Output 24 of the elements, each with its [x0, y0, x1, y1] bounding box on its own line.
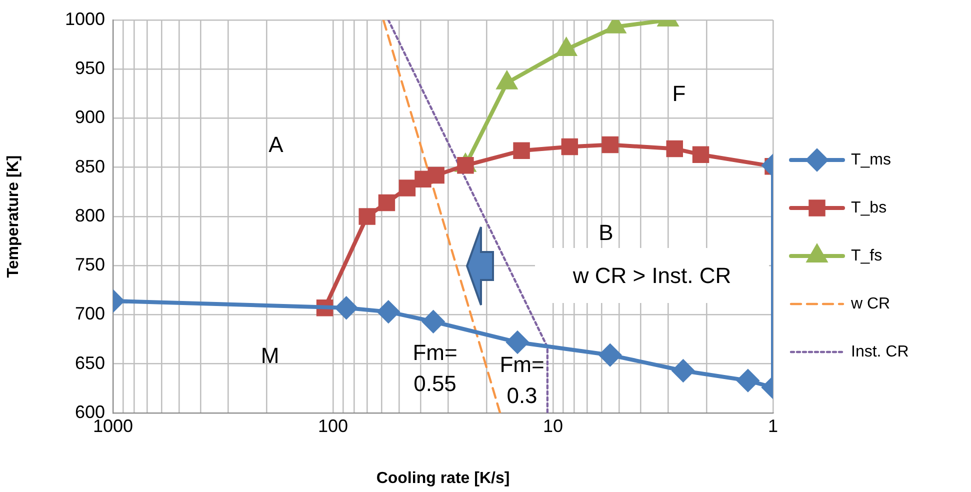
legend-label: T_bs — [851, 199, 887, 216]
annotation: Fm= 0.3 — [500, 352, 544, 408]
legend-label: T_ms — [851, 151, 891, 168]
x-tick-label: 1 — [768, 416, 778, 436]
y-tick-label: 950 — [74, 58, 105, 78]
y-tick-label: 750 — [74, 254, 105, 275]
annotation: M — [260, 343, 280, 368]
x-tick-label: 10 — [542, 416, 564, 436]
x-axis-title: Cooling rate [K/s] — [376, 470, 510, 487]
y-tick-label: 650 — [74, 352, 105, 373]
x-tick-label: 100 — [318, 416, 348, 436]
y-tick-label: 1000 — [64, 8, 105, 29]
y-tick-label: 850 — [74, 156, 105, 176]
annotation: B — [598, 220, 614, 246]
y-tick-label: 700 — [74, 304, 105, 324]
y-tick-label: 800 — [74, 205, 105, 226]
legend-label: T_fs — [851, 247, 882, 264]
y-axis-title: Temperature [K] — [5, 155, 22, 278]
annotation: F — [672, 81, 686, 106]
annotation: A — [268, 132, 284, 158]
annotation: Fm= 0.55 — [412, 340, 458, 396]
legend-label: Inst. CR — [851, 343, 909, 360]
legend-label: w CR — [850, 295, 890, 312]
y-tick-label: 900 — [74, 107, 105, 128]
